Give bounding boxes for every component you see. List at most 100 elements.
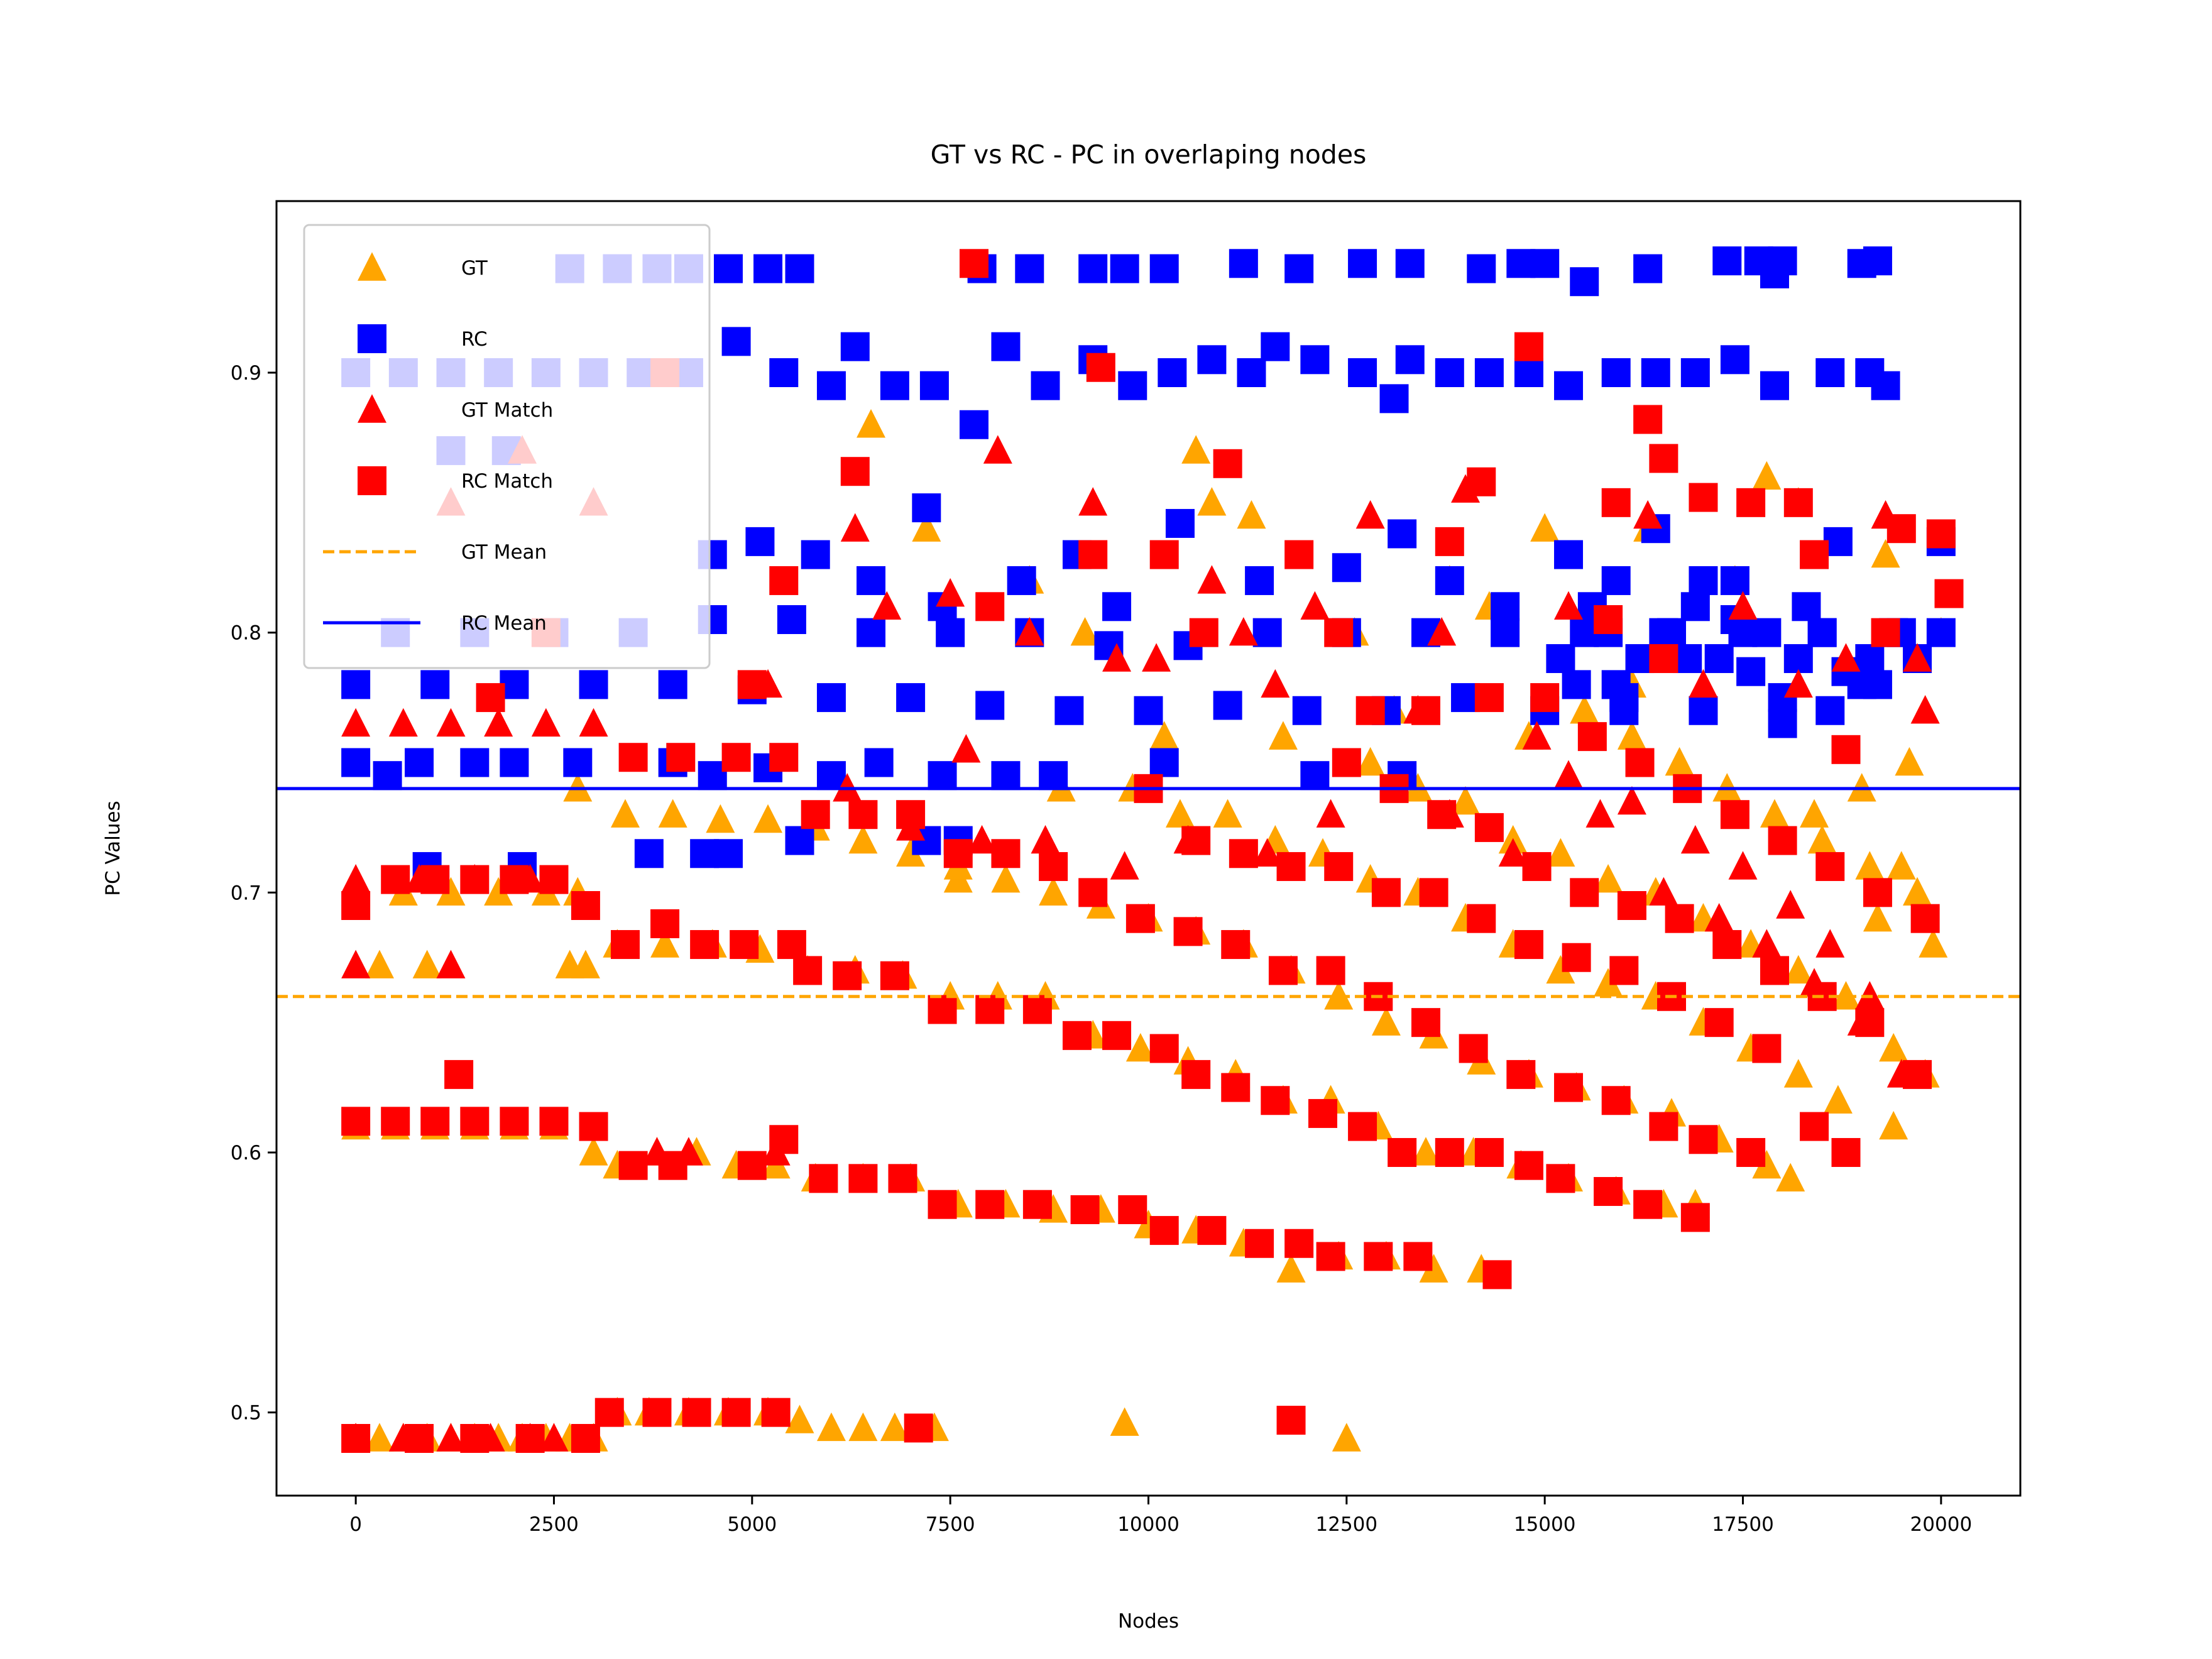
legend-label: GT Match [461,399,553,422]
data-point-square [1134,696,1163,725]
data-point-square [373,761,402,791]
data-point-triangle [1355,500,1385,529]
data-point-triangle [1783,1059,1813,1088]
data-point-square [476,683,505,713]
x-tick-label: 20000 [1910,1513,1973,1536]
data-point-square [960,249,988,278]
data-point-square [1617,891,1646,921]
data-point-square [571,891,600,921]
data-point-square [1815,358,1845,388]
data-point-square [420,670,450,699]
data-point-square [1594,605,1623,634]
data-point-triangle [991,863,1021,893]
data-point-square [1546,1164,1575,1193]
data-point-square [840,332,870,361]
data-point-square [769,743,799,772]
data-point-square [1855,644,1885,674]
data-point-triangle [1031,824,1060,854]
data-point-square [341,1423,371,1453]
data-point-triangle [1149,721,1179,750]
data-point-triangle [1680,824,1710,854]
data-point-square [1070,1195,1100,1224]
data-point-square [1649,444,1678,473]
data-point-square [1054,696,1084,725]
data-point-square [1039,851,1068,881]
data-point-square [381,1107,410,1136]
data-point-square [1625,748,1655,777]
data-point-square [1815,696,1845,725]
data-point-triangle [1855,851,1885,880]
data-point-square [405,748,434,777]
data-point-square [1562,670,1591,699]
data-point-square [1506,1059,1536,1089]
data-point-triangle [1110,851,1139,880]
data-point-triangle [1300,591,1330,620]
data-point-triangle [484,708,513,737]
data-point-square [1514,930,1543,960]
y-tick-label: 0.6 [231,1142,261,1164]
data-point-triangle [951,734,981,763]
data-point-square [539,1107,569,1136]
data-point-square [1197,345,1227,375]
data-point-square [1474,1137,1504,1167]
data-point-square [1649,644,1678,674]
data-point-square [420,1107,450,1136]
data-point-triangle [1546,838,1575,867]
data-point-square [1514,332,1543,361]
data-point-square [515,1423,545,1453]
data-point-triangle [1879,1110,1908,1140]
data-point-triangle [1355,747,1385,776]
data-point-square [1276,851,1306,881]
data-point-square [1863,246,1892,276]
data-point-square [1149,748,1179,777]
data-point-square [848,1164,878,1193]
data-point-square [848,800,878,830]
data-point-square [1007,566,1036,595]
data-point-triangle [1752,461,1782,490]
data-point-triangle [1165,799,1195,828]
data-point-square [1102,1021,1132,1050]
data-point-triangle [1689,669,1718,698]
data-point-triangle [872,591,902,620]
data-point-square [1760,371,1789,400]
data-point-square [1712,246,1742,276]
x-tick-label: 15000 [1514,1513,1576,1536]
data-point-square [1601,488,1631,517]
data-point-square [1435,358,1464,388]
data-point-square [1871,618,1900,647]
data-point-square [1221,930,1251,960]
data-point-square [1871,371,1900,400]
data-point-square [1886,514,1916,544]
data-point-square [1783,488,1813,517]
data-point-square [928,1190,957,1219]
data-point-square [1118,1195,1147,1224]
data-point-triangle [579,708,608,737]
data-point-square [1807,618,1837,647]
data-point-square [1601,566,1631,595]
data-point-square [1831,735,1861,764]
data-point-triangle [1886,851,1916,880]
data-point-square [761,1398,791,1427]
data-point-triangle [539,1423,569,1452]
data-point-square [1601,670,1631,699]
data-point-triangle [1823,1085,1853,1114]
data-point-triangle [1411,1137,1440,1166]
data-point-triangle [436,950,466,978]
legend-box [303,224,711,669]
data-point-square [816,371,846,400]
data-point-square [1680,358,1710,388]
data-point-square [1768,826,1797,855]
data-point-triangle [1728,591,1758,620]
data-point-triangle [1252,838,1282,867]
data-point-square [1213,449,1242,478]
data-point-triangle [1903,643,1932,672]
data-point-square [1474,358,1504,388]
data-point-square [1633,254,1663,283]
data-point-square [1657,618,1686,647]
data-point-square [1181,826,1211,855]
data-point-triangle [531,708,561,737]
data-point-square [1863,878,1892,907]
data-point-triangle [1783,669,1813,698]
data-point-square [1022,995,1052,1024]
data-point-triangle [484,877,513,906]
